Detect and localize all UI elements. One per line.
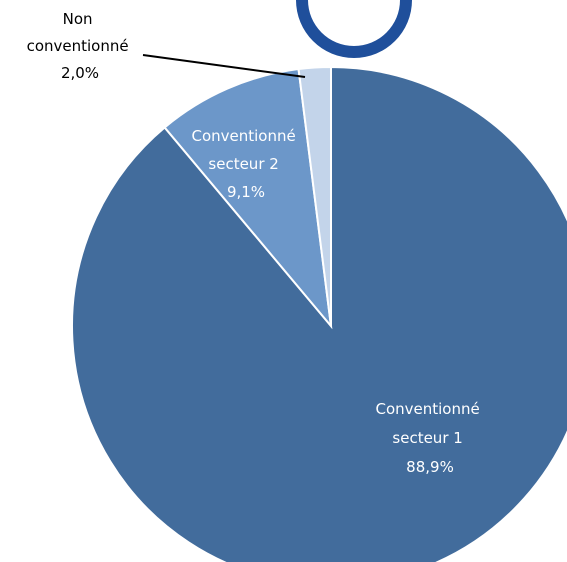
slice-label-non-conventionne-line1: Non	[63, 10, 93, 28]
slice-label-secteur-1-line1: Conventionné	[375, 400, 479, 418]
slice-label-secteur-2-line1: Conventionné	[191, 127, 295, 145]
slice-label-secteur-2-line2: secteur 2	[208, 155, 278, 173]
slice-label-secteur-1: Conventionné secteur 1 88,9%	[375, 400, 484, 476]
slice-label-secteur-1-line2: secteur 1	[392, 429, 462, 447]
slice-label-non-conventionne-line2: conventionné	[27, 37, 129, 55]
slice-label-non-conventionne-value: 2,0%	[61, 64, 99, 82]
leader-line-non-conventionne	[142, 54, 306, 78]
slice-label-non-conventionne: Non conventionné 2,0%	[27, 10, 134, 82]
logo-ring	[296, 0, 412, 58]
slice-label-secteur-1-value: 88,9%	[406, 458, 454, 476]
slice-label-secteur-2: Conventionné secteur 2 9,1%	[191, 127, 300, 201]
slice-non-conventionne	[297, 65, 332, 327]
slice-label-secteur-2-value: 9,1%	[227, 183, 265, 201]
slice-secteur-1	[71, 65, 567, 562]
pie-slices	[71, 65, 567, 562]
slice-secteur-2	[163, 67, 333, 330]
logo	[296, 0, 412, 58]
